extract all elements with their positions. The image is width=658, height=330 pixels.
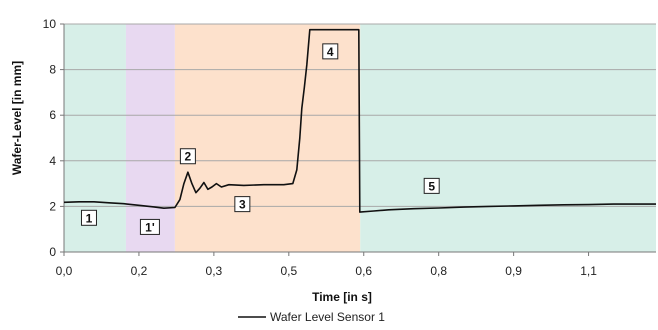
region-annotations: 1 1' 2 3 4 5 [80, 43, 440, 235]
annotation-box [80, 209, 97, 226]
annotation-box [179, 148, 196, 165]
legend-entry: Wafer Level Sensor 1 [270, 310, 385, 324]
region-2 [125, 24, 175, 252]
annotation-2: 2 [179, 148, 196, 165]
annotation-box [234, 196, 251, 213]
annotation-label: 5 [428, 179, 435, 193]
x-tick-label: 0,0 [56, 264, 73, 278]
y-tick-labels: 0 2 4 6 8 10 [43, 17, 57, 259]
legend: Wafer Level Sensor 1 [238, 310, 385, 324]
annotation-box [423, 177, 440, 194]
y-tick-label: 0 [49, 245, 56, 259]
annotation-4: 4 [322, 43, 339, 60]
annotation-box [139, 218, 160, 235]
annotation-label: 2 [185, 150, 192, 164]
x-tick-label: 0,5 [280, 264, 297, 278]
y-axis-title: Wafer-Level [in mm] [10, 61, 24, 175]
x-tick-label: 0,8 [430, 264, 447, 278]
region-4 [360, 24, 656, 252]
annotation-box [322, 43, 339, 60]
y-tick-label: 6 [49, 108, 56, 122]
x-tick-label: 0,3 [206, 264, 223, 278]
y-tick-label: 4 [49, 154, 56, 168]
y-tick-label: 10 [43, 17, 57, 31]
series-layer [63, 28, 656, 213]
annotation-5: 5 [423, 177, 440, 194]
annotation-label: 4 [327, 45, 334, 59]
axes [60, 23, 656, 256]
y-tick-label: 8 [49, 63, 56, 77]
x-tick-label: 1,1 [580, 264, 597, 278]
x-axis-title: Time [in s] [312, 290, 372, 304]
y-tick-label: 2 [49, 199, 56, 213]
annotation-label: 1' [145, 220, 155, 234]
x-tick-labels: 0,0 0,2 0,3 0,5 0,6 0,8 0,9 1,1 [56, 264, 598, 278]
background-regions [64, 24, 656, 252]
x-tick-label: 0,6 [355, 264, 372, 278]
x-tick-label: 0,2 [131, 264, 148, 278]
annotation-label: 1 [86, 211, 93, 225]
series-line-1 [63, 28, 656, 213]
x-tick-label: 0,9 [505, 264, 522, 278]
annotation-1prime: 1' [139, 218, 160, 235]
region-3 [174, 24, 361, 252]
annotation-label: 3 [239, 198, 246, 212]
annotation-3: 3 [234, 196, 251, 213]
annotation-1: 1 [80, 209, 97, 226]
